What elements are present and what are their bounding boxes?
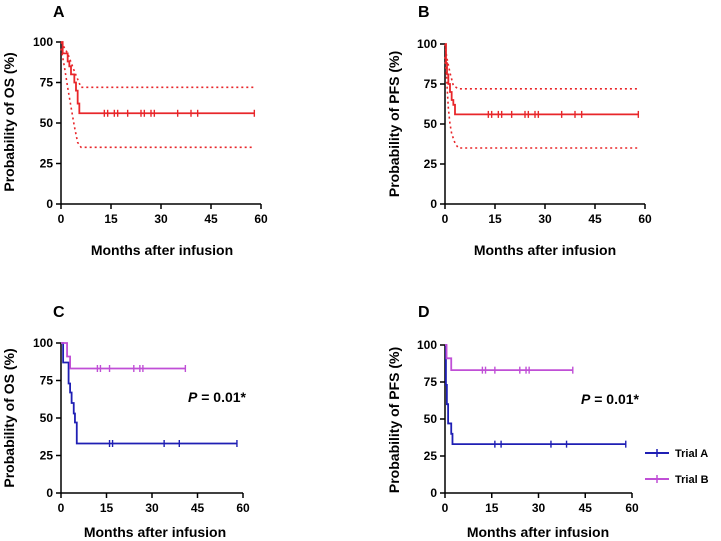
panel-a: A Probability of OS (%) Months after inf… xyxy=(1,4,268,258)
x-tick-label-b: 45 xyxy=(588,212,602,226)
y-tick-label-b: 50 xyxy=(424,117,438,131)
x-tick-label-b: 15 xyxy=(488,212,502,226)
series-line-pfs-b xyxy=(445,43,639,116)
y-tick-label-d: 50 xyxy=(424,412,438,426)
y-tick-label-b: 0 xyxy=(430,197,437,211)
x-tick-label-d: 15 xyxy=(485,501,499,515)
panel-letter-c: C xyxy=(53,304,65,321)
y-tick-label-a: 100 xyxy=(33,35,53,49)
x-axis-label-d: Months after infusion xyxy=(467,524,609,540)
y-tick-label-d: 100 xyxy=(417,338,437,352)
x-tick-label-a: 45 xyxy=(204,212,218,226)
y-tick-label-b: 100 xyxy=(417,37,437,51)
plot-area-d: 0 15 30 45 60 0 25 50 75 100 xyxy=(417,338,639,515)
series-line-upper-95-ci-a xyxy=(60,41,255,89)
series-line-trial-b-c xyxy=(61,342,186,370)
plot-area-b: 0 15 30 45 60 0 25 50 75 100 xyxy=(417,37,652,226)
panel-b: B Probability of PFS (%) Months after in… xyxy=(386,4,652,258)
x-axis-label-b: Months after infusion xyxy=(474,242,616,258)
legend-item-trial-a: Trial A xyxy=(645,448,708,460)
series-line-trial-a-c xyxy=(61,342,237,445)
panel-d: D Probability of PFS (%) Months after in… xyxy=(386,304,640,540)
y-tick-label-b: 75 xyxy=(424,77,438,91)
y-axis-label-d: Probability of PFS (%) xyxy=(386,347,402,493)
p-value-annotation-d: P = 0.01* xyxy=(581,391,640,407)
x-tick-label-a: 30 xyxy=(154,212,168,226)
p-value-text-d: = 0.01* xyxy=(590,391,639,407)
p-value-text-c: = 0.01* xyxy=(197,389,246,405)
x-tick-label-d: 30 xyxy=(532,501,546,515)
legend-item-trial-b: Trial B xyxy=(645,474,709,486)
x-axis-label-a: Months after infusion xyxy=(91,242,233,258)
y-axis-label-c: Probability of OS (%) xyxy=(1,348,17,487)
p-value-annotation-c: P = 0.01* xyxy=(188,389,247,405)
y-tick-label-d: 75 xyxy=(424,375,438,389)
panel-letter-d: D xyxy=(418,304,430,321)
y-tick-label-c: 100 xyxy=(33,336,53,350)
y-axis-label-b: Probability of PFS (%) xyxy=(386,51,402,197)
x-tick-label-a: 15 xyxy=(104,212,118,226)
y-axis-label-a: Probability of OS (%) xyxy=(1,52,17,191)
plot-area-c: 0 15 30 45 60 0 25 50 75 100 xyxy=(33,336,250,515)
y-tick-label-c: 50 xyxy=(40,411,54,425)
y-tick-label-b: 25 xyxy=(424,157,438,171)
x-tick-label-b: 60 xyxy=(638,212,652,226)
y-tick-label-d: 0 xyxy=(430,486,437,500)
series-line-trial-b-d xyxy=(445,344,573,372)
x-tick-label-c: 60 xyxy=(236,501,250,515)
x-tick-label-d: 60 xyxy=(625,501,639,515)
series-line-lower-95-ci-a xyxy=(60,48,255,149)
x-tick-label-a: 60 xyxy=(254,212,268,226)
x-tick-label-d: 45 xyxy=(579,501,593,515)
x-tick-label-b: 30 xyxy=(538,212,552,226)
y-tick-label-a: 0 xyxy=(46,197,53,211)
series-line-os-a xyxy=(61,41,255,115)
y-tick-label-d: 25 xyxy=(424,449,438,463)
x-tick-label-b: 0 xyxy=(442,212,449,226)
x-tick-label-c: 15 xyxy=(100,501,114,515)
x-tick-label-c: 0 xyxy=(58,501,65,515)
series-line-upper-95-ci-b xyxy=(444,43,639,90)
y-tick-label-a: 25 xyxy=(40,157,54,171)
plot-area-a: 0 15 30 45 60 0 25 50 75 100 xyxy=(33,35,268,226)
x-tick-label-c: 30 xyxy=(145,501,159,515)
legend-label-trial-b: Trial B xyxy=(675,474,709,486)
x-tick-label-d: 0 xyxy=(442,501,449,515)
y-tick-label-c: 0 xyxy=(46,486,53,500)
x-tick-label-a: 0 xyxy=(58,212,65,226)
y-tick-label-c: 75 xyxy=(40,374,54,388)
y-tick-label-a: 75 xyxy=(40,76,54,90)
series-line-lower-95-ci-b xyxy=(444,56,639,149)
legend-label-trial-a: Trial A xyxy=(675,448,708,460)
legend: Trial A Trial B xyxy=(645,448,709,486)
y-tick-label-a: 50 xyxy=(40,116,54,130)
panel-letter-b: B xyxy=(418,4,430,21)
series-line-trial-a-d xyxy=(445,344,626,446)
x-axis-label-c: Months after infusion xyxy=(84,524,226,540)
panel-c: C Probability of OS (%) Months after inf… xyxy=(1,304,250,540)
y-tick-label-c: 25 xyxy=(40,449,54,463)
panel-letter-a: A xyxy=(53,4,65,21)
x-tick-label-c: 45 xyxy=(191,501,205,515)
